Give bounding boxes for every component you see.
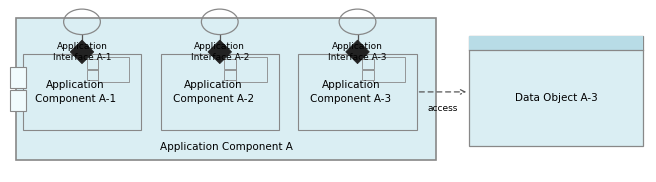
Bar xyxy=(23,54,141,130)
Text: Application
Component A-1: Application Component A-1 xyxy=(35,80,116,104)
Bar xyxy=(87,70,98,80)
Bar xyxy=(16,18,436,160)
Text: Data Object A-3: Data Object A-3 xyxy=(514,93,598,103)
Polygon shape xyxy=(70,40,94,64)
Bar xyxy=(236,57,267,82)
Polygon shape xyxy=(346,40,369,64)
Bar xyxy=(224,59,236,69)
Bar xyxy=(469,36,643,50)
Bar xyxy=(98,57,129,82)
Polygon shape xyxy=(208,40,232,64)
Text: Application
Interface A-1: Application Interface A-1 xyxy=(52,42,112,62)
Text: Application
Component A-2: Application Component A-2 xyxy=(173,80,254,104)
Bar xyxy=(10,67,26,88)
Text: Application
Interface A-3: Application Interface A-3 xyxy=(328,42,387,62)
Bar xyxy=(298,54,417,130)
Bar xyxy=(469,36,643,146)
Bar xyxy=(161,54,279,130)
Bar xyxy=(362,59,374,69)
Bar xyxy=(10,90,26,111)
Text: Application
Interface A-2: Application Interface A-2 xyxy=(191,42,249,62)
Text: Application
Component A-3: Application Component A-3 xyxy=(310,80,392,104)
Text: access: access xyxy=(428,104,458,113)
Bar xyxy=(373,57,405,82)
Bar xyxy=(87,59,98,69)
Bar xyxy=(224,70,236,80)
Text: Application Component A: Application Component A xyxy=(160,143,293,152)
Bar xyxy=(362,70,374,80)
